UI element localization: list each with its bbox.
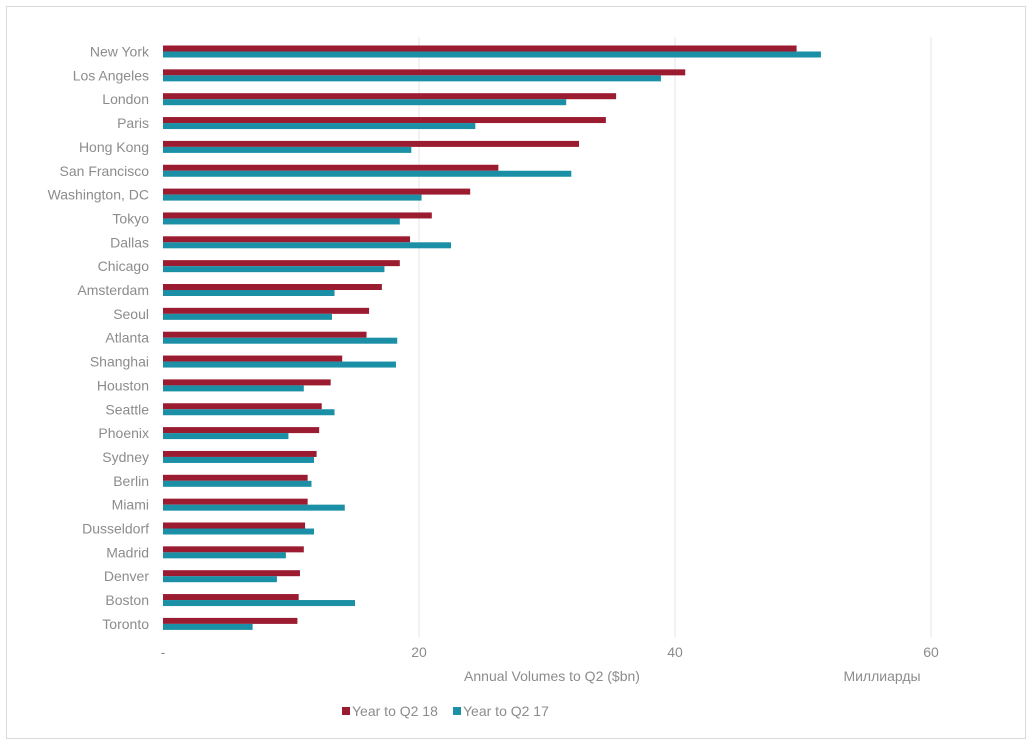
bar-sydney-year-to-q2-17 <box>163 456 315 463</box>
bar-toronto-year-to-q2-18 <box>163 617 298 624</box>
x-tick-label: 20 <box>411 644 427 660</box>
category-label-seoul: Seoul <box>113 306 149 322</box>
bar-london-year-to-q2-18 <box>163 93 617 100</box>
bar-seattle-year-to-q2-17 <box>163 409 335 416</box>
bar-dusseldorf-year-to-q2-18 <box>163 522 306 529</box>
bar-atlanta-year-to-q2-18 <box>163 331 367 338</box>
bar-amsterdam-year-to-q2-18 <box>163 284 382 290</box>
legend-label-q2-18: Year to Q2 18 <box>352 703 438 719</box>
bar-houston-year-to-q2-17 <box>163 385 304 392</box>
category-labels: New York Los Angeles London Paris Hong Kong S… <box>48 44 150 632</box>
x-tick-labels: - 20 40 60 <box>161 644 939 660</box>
bar-paris-year-to-q2-17 <box>163 123 476 130</box>
bars <box>163 45 821 630</box>
bar-washington-dc-year-to-q2-17 <box>163 194 422 201</box>
category-label-shanghai: Shanghai <box>90 354 149 370</box>
category-label-boston: Boston <box>105 592 149 608</box>
bar-toronto-year-to-q2-17 <box>163 623 253 630</box>
bar-tokyo-year-to-q2-17 <box>163 218 400 225</box>
bar-boston-year-to-q2-17 <box>163 600 355 607</box>
category-label-phoenix: Phoenix <box>98 425 149 441</box>
bar-san-francisco-year-to-q2-18 <box>163 164 499 171</box>
category-label-london: London <box>102 91 149 107</box>
category-label-sydney: Sydney <box>102 449 149 465</box>
bar-paris-year-to-q2-18 <box>163 117 606 124</box>
bar-los-angeles-year-to-q2-18 <box>163 69 686 76</box>
category-label-atlanta: Atlanta <box>105 330 149 346</box>
bar-hong-kong-year-to-q2-18 <box>163 140 579 147</box>
category-label-hong-kong: Hong Kong <box>79 139 149 155</box>
category-label-chicago: Chicago <box>98 258 150 274</box>
bar-los-angeles-year-to-q2-17 <box>163 75 661 82</box>
category-label-san-francisco: San Francisco <box>60 163 150 179</box>
category-label-seattle: Seattle <box>105 401 149 417</box>
legend-swatch-q2-17 <box>453 707 461 715</box>
bar-shanghai-year-to-q2-18 <box>163 355 343 362</box>
bar-miami-year-to-q2-17 <box>163 504 345 511</box>
category-label-new-york: New York <box>90 44 150 60</box>
bar-denver-year-to-q2-18 <box>163 570 300 577</box>
category-label-berlin: Berlin <box>113 473 149 489</box>
category-label-washington-dc: Washington, DC <box>48 187 149 203</box>
x-tick-label: 60 <box>923 644 939 660</box>
bar-hong-kong-year-to-q2-17 <box>163 146 412 153</box>
bar-chicago-year-to-q2-18 <box>163 260 400 267</box>
category-label-toronto: Toronto <box>102 616 149 632</box>
bar-dallas-year-to-q2-17 <box>163 242 451 249</box>
bar-new-york-year-to-q2-17 <box>163 51 821 58</box>
category-label-madrid: Madrid <box>106 544 149 560</box>
bar-dallas-year-to-q2-18 <box>163 236 411 243</box>
bar-tokyo-year-to-q2-18 <box>163 212 432 219</box>
category-label-paris: Paris <box>117 115 149 131</box>
bar-london-year-to-q2-17 <box>163 99 567 106</box>
bar-seoul-year-to-q2-17 <box>163 313 332 320</box>
bar-madrid-year-to-q2-17 <box>163 552 286 559</box>
x-tick-label: - <box>161 644 166 660</box>
bar-miami-year-to-q2-18 <box>163 498 308 505</box>
bar-houston-year-to-q2-18 <box>163 379 331 386</box>
category-label-houston: Houston <box>97 377 149 393</box>
gridlines <box>418 37 932 637</box>
bar-chart: New York Los Angeles London Paris Hong Kong S… <box>48 37 939 719</box>
bar-madrid-year-to-q2-18 <box>163 546 304 553</box>
category-label-denver: Denver <box>104 568 149 584</box>
unit-label: Миллиарды <box>843 668 920 684</box>
category-label-amsterdam: Amsterdam <box>77 282 149 298</box>
bar-dusseldorf-year-to-q2-17 <box>163 528 315 535</box>
bar-phoenix-year-to-q2-18 <box>163 427 320 434</box>
bar-chicago-year-to-q2-17 <box>163 266 385 273</box>
bar-denver-year-to-q2-17 <box>163 576 277 583</box>
legend-swatch-q2-18 <box>342 707 350 715</box>
bar-seattle-year-to-q2-18 <box>163 403 322 410</box>
legend: Year to Q2 18 Year to Q2 17 <box>342 703 549 719</box>
bar-berlin-year-to-q2-17 <box>163 480 312 487</box>
category-label-miami: Miami <box>112 497 149 513</box>
category-label-dusseldorf: Dusseldorf <box>82 521 149 537</box>
bar-phoenix-year-to-q2-17 <box>163 433 289 440</box>
bar-seoul-year-to-q2-18 <box>163 307 370 314</box>
x-tick-label: 40 <box>667 644 683 660</box>
bar-amsterdam-year-to-q2-17 <box>163 290 335 296</box>
x-axis-title: Annual Volumes to Q2 ($bn) <box>464 668 640 684</box>
bar-berlin-year-to-q2-18 <box>163 474 308 481</box>
bar-boston-year-to-q2-18 <box>163 594 299 601</box>
category-label-tokyo: Tokyo <box>112 210 149 226</box>
legend-label-q2-17: Year to Q2 17 <box>463 703 549 719</box>
chart-frame: New York Los Angeles London Paris Hong Kong S… <box>6 6 1026 739</box>
category-label-los-angeles: Los Angeles <box>73 67 149 83</box>
bar-sydney-year-to-q2-18 <box>163 450 317 457</box>
bar-shanghai-year-to-q2-17 <box>163 361 396 368</box>
bar-washington-dc-year-to-q2-18 <box>163 188 471 195</box>
category-label-dallas: Dallas <box>110 234 149 250</box>
bar-new-york-year-to-q2-18 <box>163 45 797 52</box>
bar-atlanta-year-to-q2-17 <box>163 337 398 344</box>
bar-san-francisco-year-to-q2-17 <box>163 170 572 177</box>
